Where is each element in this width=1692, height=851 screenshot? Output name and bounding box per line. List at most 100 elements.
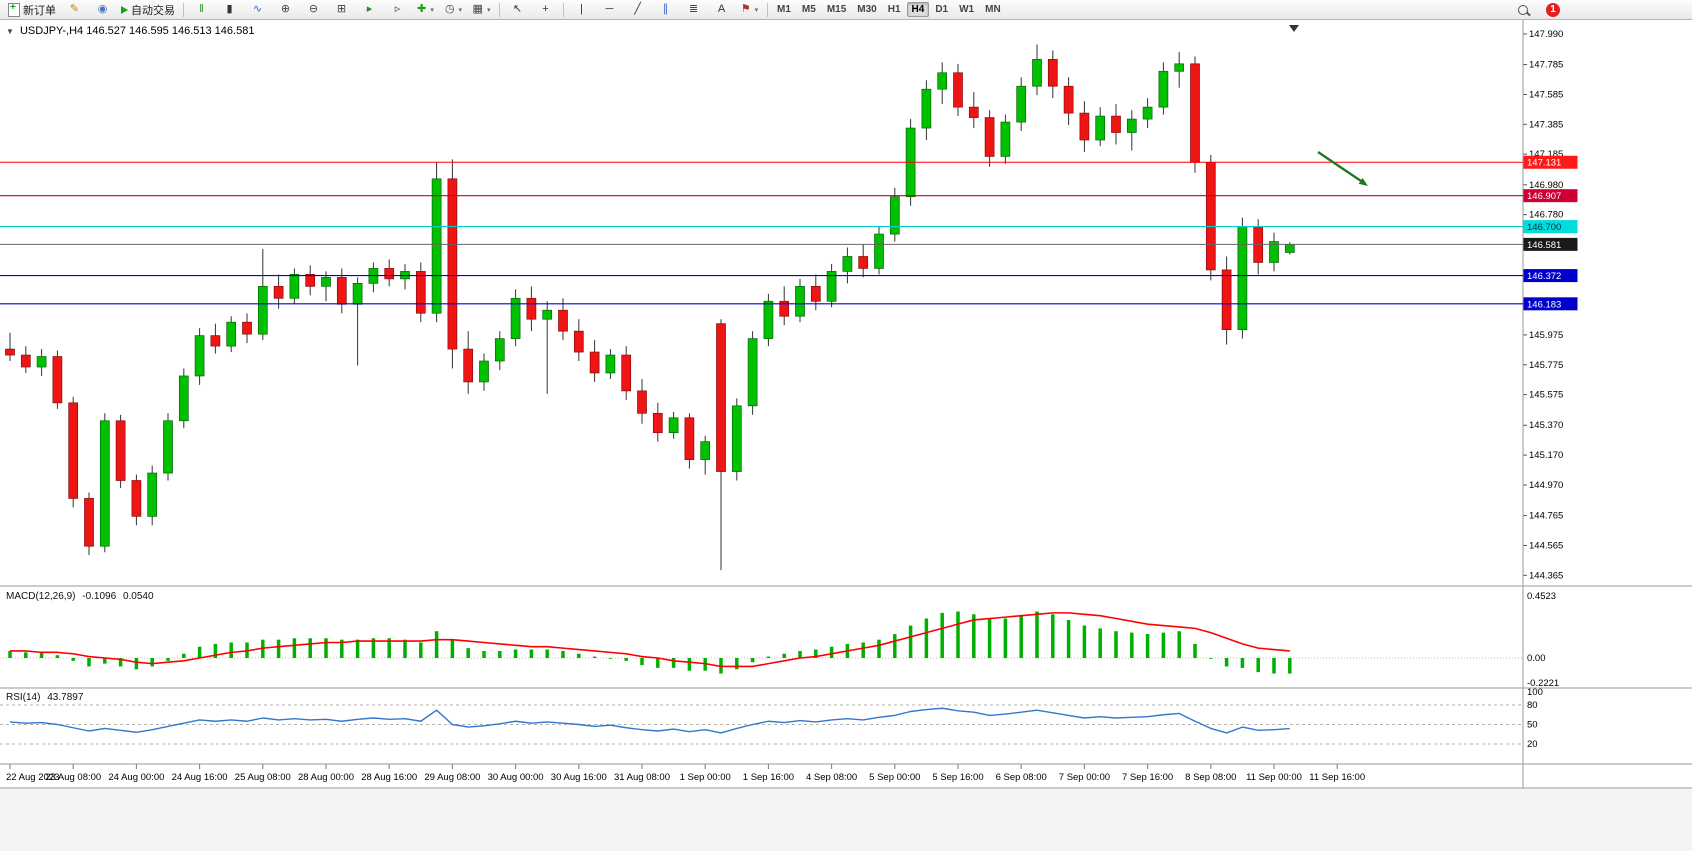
zoom-in-button[interactable]: ⊕ [272, 0, 299, 19]
candle-body [605, 354, 616, 374]
arrows-button[interactable]: ⚑ ▾ [736, 0, 763, 19]
rsi-label: RSI(14) [6, 692, 41, 703]
chart-shift-marker-icon [1289, 25, 1299, 32]
candle-body [668, 417, 679, 434]
horizontal-line-object[interactable]: 146.183 [0, 297, 1578, 311]
macd-histogram-bar [1256, 658, 1260, 673]
community-button[interactable]: ◉ [89, 0, 116, 19]
search-button[interactable] [1509, 0, 1536, 19]
time-axis-label: 7 Sep 00:00 [1059, 772, 1110, 783]
channel-button[interactable]: ∥ [652, 0, 679, 19]
candle-body [621, 354, 632, 392]
arrow-shaft [1317, 151, 1362, 182]
rsi-line [9, 707, 1290, 734]
periods-button[interactable]: ◷ ▾ [440, 0, 467, 19]
candle-body [1111, 115, 1121, 133]
horizontal-line-object[interactable]: 146.372 [0, 269, 1578, 283]
bottom-strip [0, 789, 1692, 851]
vertical-line-button[interactable]: | [568, 0, 595, 19]
timeframe-button-h1[interactable]: H1 [887, 4, 901, 15]
trendline-button[interactable]: ╱ [624, 0, 651, 19]
new-order-button[interactable]: 新订单 [4, 0, 60, 19]
timeframe-button-h4[interactable]: H4 [906, 2, 930, 17]
price-badge-label: 146.700 [1527, 222, 1561, 233]
timeframe-button-m15[interactable]: M15 [826, 4, 847, 15]
time-axis-label: 22 Aug 2023 [6, 772, 59, 783]
metaeditor-button[interactable]: ✎ [61, 0, 88, 19]
macd-histogram-bar [1272, 658, 1276, 674]
candle-body [431, 178, 442, 314]
candle-body [889, 196, 900, 235]
macd-histogram-bar [292, 638, 297, 658]
indicators-button[interactable]: ✚ ▾ [412, 0, 439, 19]
macd-histogram-bar [450, 639, 455, 658]
macd-histogram-bar [1051, 614, 1055, 658]
trend-arrow-object[interactable] [1317, 151, 1368, 186]
cursor-button[interactable]: ↖ [504, 0, 531, 19]
candle-body [210, 335, 221, 347]
time-axis-label: 31 Aug 08:00 [614, 772, 670, 783]
tile-windows-button[interactable]: ⊞ [328, 0, 355, 19]
macd-scale-zero: 0.00 [1527, 653, 1546, 664]
notification-badge[interactable]: 1 [1546, 2, 1560, 17]
candle-body [1032, 58, 1042, 87]
zoom-out-button[interactable]: ⊖ [300, 0, 327, 19]
horizontal-line-object[interactable]: 147.131 [0, 155, 1578, 169]
crosshair-icon: + [542, 3, 549, 15]
horizontal-line-button[interactable]: ─ [596, 0, 623, 19]
rsi-scale-label: 80 [1527, 700, 1538, 711]
line-chart-type-button[interactable]: ∿ [244, 0, 271, 19]
auto-scroll-button[interactable]: ▸ [356, 0, 383, 19]
macd-histogram-bar [24, 652, 28, 658]
timeframe-button-m5[interactable]: M5 [801, 4, 816, 15]
auto-trading-button[interactable]: 自动交易 [117, 0, 179, 19]
chart-shift-button[interactable]: ▹ [384, 0, 411, 19]
bar-chart-type-button[interactable]: ‖ [188, 0, 215, 19]
toolbar: 新订单 ✎ ◉自动交易 ‖▮∿⊕⊖⊞▸ ▹ ✚▾◷▾▦▾ ↖ + | ─ ╱∥≣A⚑▾ M1 M5 M15… [0, 0, 1692, 20]
macd-histogram-bar [671, 658, 676, 668]
macd-histogram-bar [434, 631, 439, 658]
text-button[interactable]: A [708, 0, 735, 19]
chevron-down-icon: ▾ [430, 6, 434, 14]
horizontal-line-icon: ─ [605, 3, 614, 15]
timeframe-button-d1[interactable]: D1 [935, 4, 949, 15]
fibonacci-button[interactable]: ≣ [680, 0, 707, 19]
macd-histogram-bar [908, 625, 913, 658]
timeframe-button-m1[interactable]: M1 [777, 4, 791, 15]
templates-button[interactable]: ▦ ▾ [468, 0, 495, 19]
macd-histogram-bar [71, 658, 75, 661]
macd-histogram-bar [1035, 611, 1039, 658]
price-axis-label: 147.185 [1529, 149, 1563, 160]
symbol-dropdown-icon[interactable]: ▼ [6, 27, 14, 36]
price-axis-label: 147.785 [1529, 60, 1563, 71]
candle-body [1205, 162, 1216, 271]
macd-histogram-bar [1224, 658, 1229, 667]
price-axis-label: 145.775 [1529, 360, 1563, 371]
candlestick-chart-type-button[interactable]: ▮ [216, 0, 243, 19]
horizontal-line-object[interactable]: 146.907 [0, 189, 1578, 203]
horizontal-line-object[interactable]: 146.581 [0, 237, 1578, 251]
time-axis-label: 30 Aug 16:00 [551, 772, 607, 783]
macd-histogram-bar [1288, 658, 1292, 674]
timeframe-button-mn[interactable]: MN [985, 4, 1001, 15]
crosshair-button[interactable]: + [532, 0, 559, 19]
macd-histogram-bar [1003, 618, 1008, 658]
price-axis[interactable]: 147.990 147.785 147.585 147.385 147.185 146.9… [1523, 29, 1563, 581]
horizontal-line-object[interactable]: 146.700 [0, 220, 1578, 234]
macd-histogram-bar [561, 650, 565, 658]
metaeditor-icon: ✎ [69, 3, 80, 15]
macd-histogram-bar [735, 658, 739, 670]
time-axis-label: 1 Sep 00:00 [680, 772, 731, 783]
toolbar-separator [767, 2, 768, 17]
macd-histogram-bar [940, 612, 944, 658]
time-axis-label: 1 Sep 16:00 [743, 772, 794, 783]
macd-histogram-bar [308, 638, 312, 658]
timeframe-button-w1[interactable]: W1 [959, 4, 975, 15]
chart-shift-icon: ▹ [394, 3, 401, 15]
timeframe-button-m30[interactable]: M30 [857, 4, 877, 15]
macd-histogram-bar [513, 649, 518, 658]
time-axis-label: 30 Aug 00:00 [488, 772, 544, 783]
